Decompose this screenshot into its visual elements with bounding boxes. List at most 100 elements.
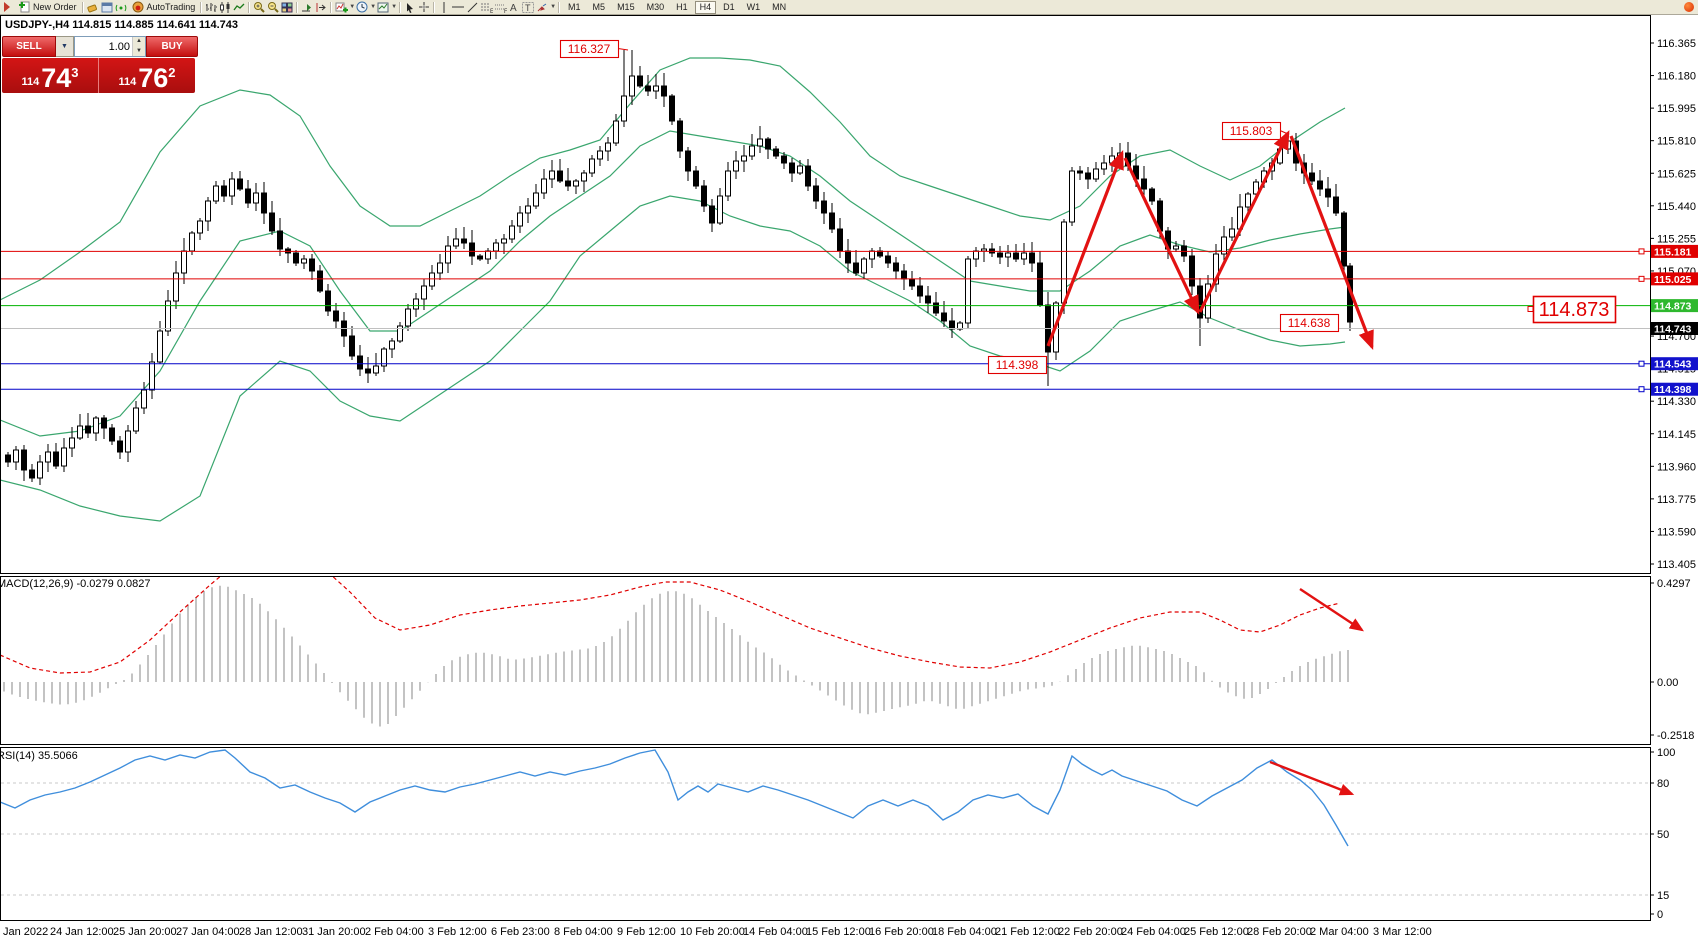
candle-body bbox=[1173, 245, 1179, 250]
templates-icon[interactable] bbox=[376, 1, 390, 13]
sell-button[interactable]: SELL bbox=[2, 36, 56, 57]
timeframe-button-mn[interactable]: MN bbox=[772, 1, 787, 12]
zoom-out-icon[interactable] bbox=[266, 1, 280, 13]
indicators-icon[interactable] bbox=[334, 1, 348, 13]
new-order-button[interactable]: New Order bbox=[14, 1, 80, 14]
macd-panel[interactable] bbox=[0, 576, 1651, 745]
candle-body bbox=[501, 238, 507, 244]
periods-icon[interactable] bbox=[355, 1, 369, 13]
candle-body bbox=[597, 150, 603, 160]
candle-body bbox=[933, 302, 939, 314]
candle-body bbox=[413, 298, 419, 310]
candle-body bbox=[885, 255, 891, 264]
timeframe-button-w1[interactable]: W1 bbox=[746, 1, 761, 12]
channel-icon[interactable]: F bbox=[493, 1, 507, 13]
buy-button[interactable]: BUY bbox=[146, 36, 198, 57]
candle-body bbox=[125, 430, 131, 453]
candlestick-chart-icon[interactable] bbox=[218, 1, 232, 13]
arrows-icon[interactable] bbox=[535, 1, 549, 13]
time-axis-label: 10 Feb 20:00 bbox=[680, 926, 745, 938]
price-annotation-box[interactable] bbox=[559, 39, 620, 59]
candle-body bbox=[645, 85, 651, 92]
signal-icon[interactable] bbox=[114, 1, 128, 13]
candle-body bbox=[1285, 140, 1291, 150]
candle-body bbox=[381, 348, 387, 367]
auto-scroll-icon[interactable] bbox=[300, 1, 314, 13]
fibonacci-icon[interactable]: E bbox=[479, 1, 493, 13]
eraser-icon[interactable] bbox=[86, 1, 100, 13]
vertical-line-icon[interactable] bbox=[437, 1, 451, 13]
main-chart-panel[interactable] bbox=[0, 15, 1651, 574]
candle-body bbox=[261, 192, 267, 214]
candle-body bbox=[429, 272, 435, 287]
time-axis-label: 24 Feb 04:00 bbox=[1121, 926, 1186, 938]
candle-body bbox=[45, 451, 51, 463]
lot-increment-button[interactable]: ▲ bbox=[133, 37, 145, 47]
trend-arrow[interactable] bbox=[1198, 130, 1290, 313]
line-handle[interactable] bbox=[1638, 248, 1645, 255]
candle-body bbox=[789, 162, 795, 174]
horizontal-line-icon[interactable] bbox=[451, 1, 465, 13]
candle-body bbox=[165, 300, 171, 332]
timeframe-button-m15[interactable]: M15 bbox=[617, 1, 635, 12]
candle-body bbox=[589, 158, 595, 174]
candle-body bbox=[965, 258, 971, 324]
price-tick-label: 116.365 bbox=[1657, 38, 1696, 50]
candle-body bbox=[69, 437, 75, 449]
main-toolbar: New Order AutoTrading ▼ ▼ ▼ E F A T ▼ M1… bbox=[0, 0, 1698, 15]
line-handle[interactable] bbox=[1638, 360, 1645, 367]
clipped-icon[interactable] bbox=[0, 1, 14, 13]
zoom-in-icon[interactable] bbox=[252, 1, 266, 13]
timeframe-button-m30[interactable]: M30 bbox=[646, 1, 665, 12]
trend-arrow[interactable] bbox=[1046, 150, 1124, 347]
price-tick-label: 113.590 bbox=[1657, 526, 1696, 538]
line-handle[interactable] bbox=[1638, 275, 1645, 282]
trend-arrow[interactable] bbox=[1289, 135, 1374, 350]
annotation-handle[interactable] bbox=[1527, 306, 1534, 312]
ask-price-display[interactable]: 114 76 2 bbox=[99, 58, 195, 93]
trendline-icon[interactable] bbox=[465, 1, 479, 13]
status-icon[interactable] bbox=[1684, 2, 1694, 12]
timeframe-button-h1[interactable]: H1 bbox=[676, 1, 688, 12]
candle-body bbox=[189, 232, 195, 252]
candle-body bbox=[533, 192, 539, 207]
cursor-icon[interactable] bbox=[403, 1, 417, 13]
time-axis-label: 9 Feb 12:00 bbox=[617, 926, 676, 938]
label-icon[interactable]: T bbox=[521, 1, 535, 13]
rsi-trend-arrow[interactable] bbox=[1269, 760, 1355, 796]
candle-body bbox=[733, 160, 739, 172]
timeframe-button-m5[interactable]: M5 bbox=[592, 1, 606, 12]
price-annotation-label: 114.398 bbox=[996, 358, 1039, 372]
price-badge bbox=[1651, 244, 1698, 258]
bid-price-display[interactable]: 114 74 3 bbox=[2, 58, 99, 93]
line-chart-icon[interactable] bbox=[232, 1, 246, 13]
text-icon[interactable]: A bbox=[507, 1, 521, 13]
price-annotation-box[interactable] bbox=[987, 355, 1048, 375]
trend-arrow[interactable] bbox=[1123, 157, 1200, 315]
tile-windows-icon[interactable] bbox=[280, 1, 294, 13]
crosshair-icon[interactable] bbox=[417, 1, 431, 13]
lot-size-input[interactable] bbox=[75, 37, 132, 56]
autotrading-button[interactable]: AutoTrading bbox=[128, 1, 199, 14]
price-annotation-box[interactable] bbox=[1279, 313, 1340, 333]
candle-body bbox=[373, 365, 379, 374]
macd-trend-arrow[interactable] bbox=[1299, 587, 1365, 632]
line-handle[interactable] bbox=[1638, 386, 1645, 393]
lot-decrement-button[interactable]: ▼ bbox=[133, 46, 145, 56]
chart-shift-icon[interactable] bbox=[314, 1, 328, 13]
timeframe-button-h4[interactable]: H4 bbox=[694, 0, 717, 14]
time-axis-label: 25 Jan 20:00 bbox=[113, 926, 177, 938]
time-axis-label: 22 Feb 20:00 bbox=[1058, 926, 1123, 938]
chart-window-icon[interactable] bbox=[100, 1, 114, 13]
lot-dropdown-button[interactable]: ▼ bbox=[56, 36, 74, 57]
price-badge-label: 114.543 bbox=[1654, 359, 1692, 371]
candle-body bbox=[397, 325, 403, 342]
candle-body bbox=[253, 192, 259, 204]
price-annotation-label: 114.873 bbox=[1539, 299, 1610, 321]
bar-chart-icon[interactable] bbox=[204, 1, 218, 13]
timeframe-button-d1[interactable]: D1 bbox=[723, 1, 735, 12]
candle-body bbox=[1213, 253, 1219, 285]
candle-body bbox=[1085, 172, 1091, 180]
timeframe-button-m1[interactable]: M1 bbox=[568, 1, 581, 12]
